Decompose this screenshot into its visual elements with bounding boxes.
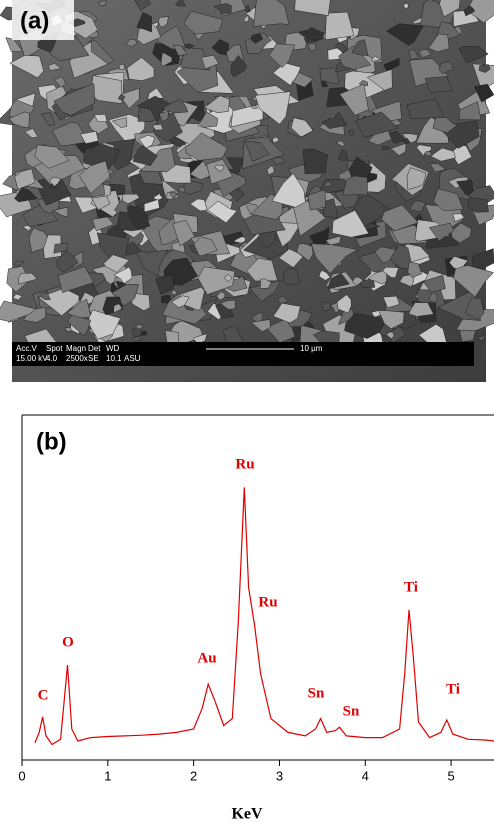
panel-label: (a)	[20, 7, 49, 34]
databar-header: WD	[106, 344, 120, 353]
scale-label: 10 μm	[300, 344, 323, 353]
grain	[284, 268, 300, 285]
x-tick-label: 3	[276, 768, 283, 783]
databar-value: 10.1	[106, 354, 122, 363]
sem-image	[0, 0, 494, 382]
grain	[323, 302, 331, 311]
databar-value: 4.0	[46, 354, 58, 363]
spectrum-line	[35, 487, 494, 744]
x-tick-label: 1	[104, 768, 111, 783]
x-tick-label: 0	[18, 768, 25, 783]
figure: (a) Acc.V SpotMagnDet WD 15.00 kV4.0 2500xSE…	[0, 0, 494, 830]
panel-label: (b)	[36, 428, 67, 455]
grain	[179, 187, 185, 193]
peak-label: Ti	[446, 681, 460, 697]
grain	[119, 64, 125, 70]
peak-label: C	[38, 687, 49, 703]
databar-value: SE	[88, 354, 99, 363]
x-axis-label: KeV	[231, 806, 263, 823]
peak-label: Au	[197, 650, 216, 666]
peak-label: O	[62, 634, 74, 650]
peak-label: Sn	[308, 685, 325, 701]
x-tick-label: 2	[190, 768, 197, 783]
peak-label: Ru	[258, 594, 277, 610]
x-tick-label: 5	[447, 768, 454, 783]
databar-value: 15.00 kV	[16, 354, 48, 363]
grain	[141, 331, 147, 336]
databar-header: Magn	[66, 344, 86, 353]
databar-value: ASU	[124, 354, 141, 363]
peak-label: Ru	[235, 456, 254, 472]
peak-label: Ti	[404, 579, 418, 595]
peak-label: Sn	[343, 703, 360, 719]
databar-header: Acc.V	[16, 344, 38, 353]
databar-header: Det	[88, 344, 101, 353]
databar-header: Spot	[46, 344, 63, 353]
page: {"panel_a":{"label":"(a)","databar":{"he…	[0, 0, 494, 830]
databar-value: 2500x	[66, 354, 88, 363]
x-tick-label: 4	[362, 768, 369, 783]
